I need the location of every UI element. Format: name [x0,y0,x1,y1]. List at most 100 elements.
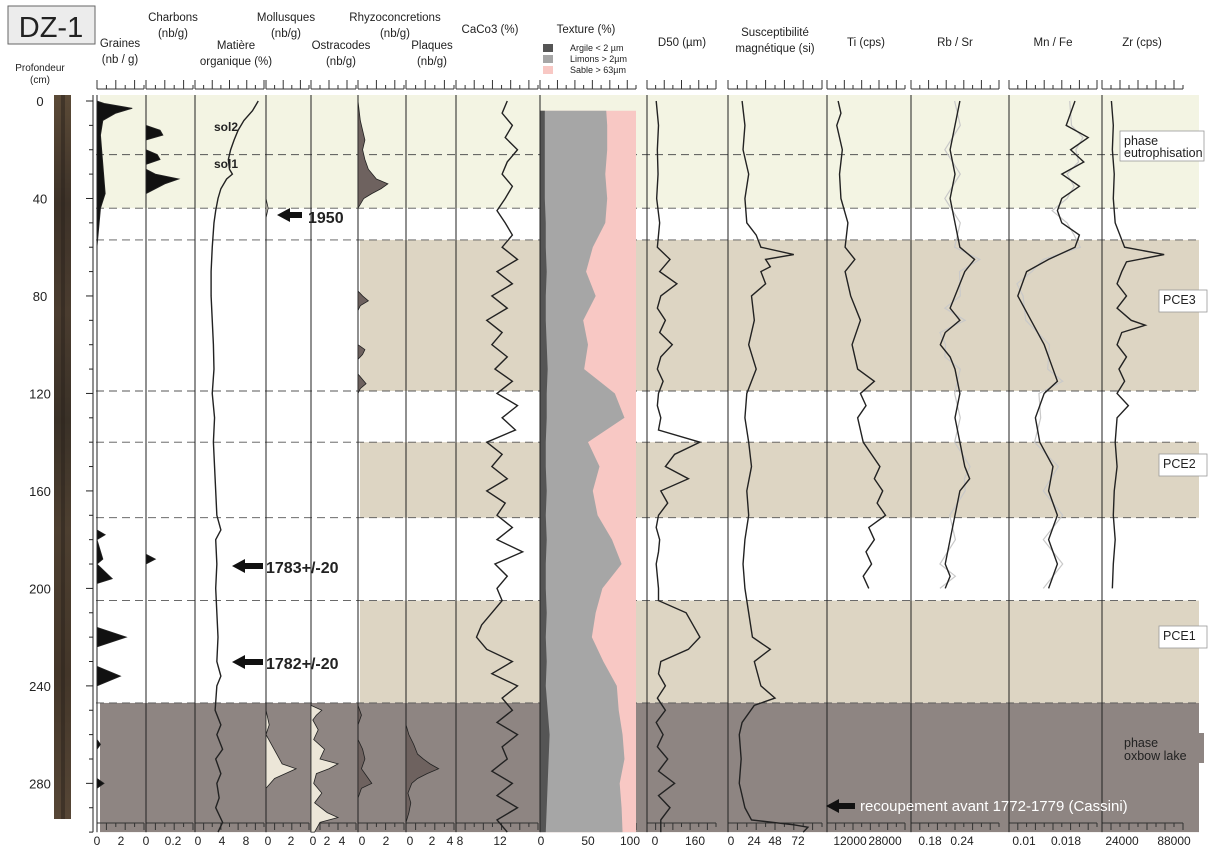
zone-label-text: eutrophisation [1124,146,1203,160]
chart-title: DZ-1 [19,12,83,44]
column-header-label: Susceptibilité [741,27,809,39]
label-cassini: recoupement avant 1772-1779 (Cassini) [860,798,1128,815]
axis-tick-label: 28000 [868,834,902,848]
axis-tick-label: 0 [359,834,366,848]
zone-backgrounds [100,95,1199,833]
axis-tick-label: 2 [429,834,436,848]
column-caco3: CaCo3 (%) 8 12 [455,24,539,848]
arrow-1950 [277,208,302,222]
axis-tick-label: 0 [538,834,545,848]
series-line-d50 [655,100,702,833]
series-area-charbons [145,101,181,833]
axis-tick-label: 2 [118,834,125,848]
series-area-plaques [405,101,440,833]
series-line-secondary-mn_fe [1016,100,1084,589]
column-header-label: (nb/g) [380,28,410,40]
zone-label-text: PCE3 [1163,293,1196,307]
column-header-label: (nb/g) [158,28,188,40]
depth-axis-unit: (cm) [30,75,50,86]
arrow-cassini [826,799,855,813]
zone-label-text: PCE1 [1163,629,1196,643]
axis-tick-label: 0 [310,834,317,848]
axis-tick-label: 0.18 [918,834,942,848]
zone-label-box [1158,625,1208,649]
axis-tick-label: 100 [620,834,640,848]
axis-tick-label: 8 [457,834,464,848]
axis-tick-label: 0 [94,834,101,848]
column-header-label: (nb / g) [102,54,139,66]
column-header-label: Rb / Sr [937,37,973,49]
series-line-ti [836,100,887,589]
axis-tick-label: 12 [493,834,507,848]
series-line-matiere_organique [210,100,259,833]
column-header-label: (nb/g) [417,56,447,68]
column-susceptibilite: Susceptibilité magnétique (si) 0 24 48 72 [727,27,823,848]
column-header-label: Ti (cps) [847,37,885,49]
column-ti: Ti (cps) 12000 28000 [826,37,906,848]
column-matiere_organique: Matière organique (%) 0 4 8 [194,40,272,848]
axis-tick-label: 0.24 [950,834,974,848]
axis-tick-label: 0.2 [165,834,182,848]
column-d50: D50 (µm) 0 160 [646,37,717,848]
column-zr: Zr (cps) 24000 88000 [1101,37,1191,848]
texture-legend-swatch [543,66,553,74]
column-mollusques: Mollusques (nb/g) 0 2 [257,12,315,848]
column-header-label: magnétique (si) [735,43,814,55]
label-1782: 1782+/-20 [266,656,339,673]
depth-tick-label: 80 [33,289,47,304]
title-box [7,5,96,45]
column-graines: Graines (nb / g) 0 2 [94,38,145,848]
depth-tick-label: 0 [36,94,43,109]
zone-label-text: phase [1124,134,1158,148]
zone-label-text: phase [1124,736,1158,750]
axis-tick-label: 0.01 [1012,834,1036,848]
column-header-label: Matière [217,40,255,52]
series-area-rhyzoconcretions [357,100,389,833]
series-line-secondary-rb_sr [939,100,982,589]
column-header-label: CaCo3 (%) [462,24,519,36]
texture-clay-area [540,110,550,833]
zone-labels: phaseeutrophisationPCE3PCE2PCE1phaseoxbo… [1119,130,1208,763]
arrow-1783 [232,559,263,573]
texture-silt-area [540,110,625,833]
column-header-label: organique (%) [200,56,272,68]
axis-tick-label: 2 [288,834,295,848]
column-header-label: Graines [100,38,141,50]
depth-tick-label: 200 [29,581,51,596]
column-plaques: Plaques (nb/g) 0 2 4 [405,40,455,848]
label-1783: 1783+/-20 [266,560,339,577]
series-line-caco3 [475,100,525,833]
column-rhyzoconcretions: Rhyzoconcretions (nb/g) 0 2 [349,12,441,848]
texture-legend-swatch [543,55,553,63]
arrow-1782 [232,655,263,669]
zone-label-text: PCE2 [1163,457,1196,471]
column-header-label: Plaques [411,40,453,52]
series-line-susceptibilite [738,100,810,833]
annotations: DZ-1 Profondeur (cm) sol2 sol1 1950 1783… [7,5,1128,815]
zone-band [360,442,1199,518]
axis-tick-label: 50 [581,834,595,848]
axis-tick-label: 160 [685,834,705,848]
label-1950: 1950 [308,210,344,227]
column-header-label: Mollusques [257,12,315,24]
core-photo [54,95,71,819]
depth-axis: 0 40 80 120 160 200 240 280 [29,94,94,833]
depth-tick-label: 280 [29,776,51,791]
column-header-label: Ostracodes [312,40,371,52]
axis-tick-label: 88000 [1157,834,1191,848]
depth-tick-label: 120 [29,386,51,401]
zone-label-box [1158,289,1208,313]
column-header-label: (nb/g) [271,28,301,40]
axis-tick-label: 0 [407,834,414,848]
core-photo-streak [61,95,65,819]
zone-band [360,600,1199,703]
axis-tick-label: 0 [728,834,735,848]
series-area-graines [96,100,133,833]
axis-tick-label: 12000 [833,834,867,848]
series-line-rb_sr [939,100,976,589]
column-header-label: Mn / Fe [1034,37,1073,49]
label-sol1: sol1 [214,157,238,171]
axis-tick-label: 0 [265,834,272,848]
